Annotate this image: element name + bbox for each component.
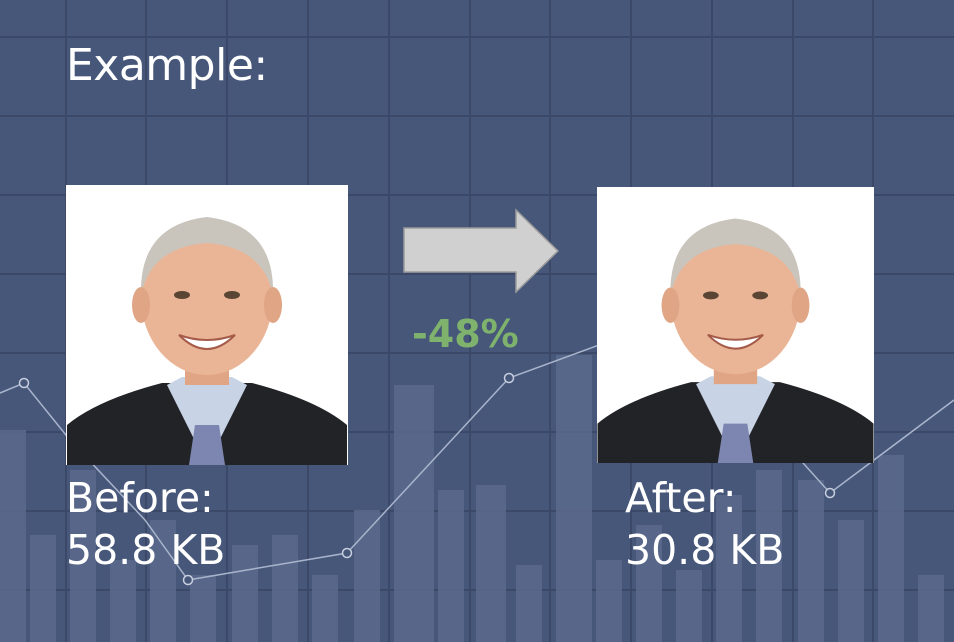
arrow-right-icon bbox=[403, 208, 560, 294]
after-file-size: 30.8 KB bbox=[625, 526, 785, 574]
before-photo bbox=[66, 185, 348, 465]
before-file-size: 58.8 KB bbox=[66, 526, 226, 574]
after-caption: After: 30.8 KB bbox=[625, 472, 784, 576]
after-label: After: bbox=[625, 474, 737, 522]
after-photo bbox=[597, 187, 874, 463]
before-caption: Before: 58.8 KB bbox=[66, 472, 225, 576]
page-title: Example: bbox=[66, 40, 268, 91]
size-reduction-percent: -48% bbox=[412, 312, 519, 356]
before-label: Before: bbox=[66, 474, 214, 522]
